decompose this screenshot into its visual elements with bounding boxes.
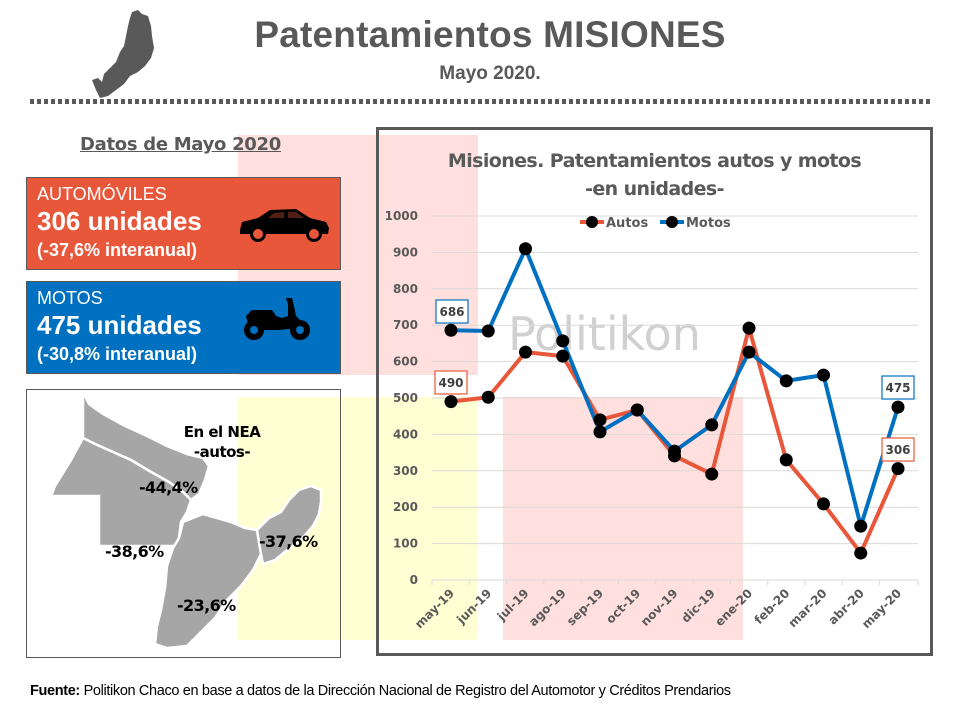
corrientes-region <box>153 512 263 650</box>
data-point-autos <box>854 546 868 560</box>
motos-label: MOTOS <box>37 288 103 308</box>
y-tick-label: 200 <box>393 500 418 514</box>
y-tick-label: 0 <box>410 573 418 587</box>
data-point-motos <box>593 425 607 439</box>
y-tick-label: 100 <box>393 537 418 551</box>
source-label: Fuente: <box>30 683 80 699</box>
data-point-autos <box>779 453 793 467</box>
y-tick-label: 300 <box>393 464 418 478</box>
x-tick-label: nov-19 <box>638 586 681 629</box>
x-tick-label: sep-19 <box>564 586 606 628</box>
data-point-autos <box>556 349 570 363</box>
y-tick-label: 800 <box>393 282 418 296</box>
data-point-motos <box>444 323 458 337</box>
autos-value: 306 unidades <box>37 206 202 236</box>
x-tick-label: oct-19 <box>603 586 643 626</box>
nea-corrientes-pct: -23,6% <box>177 596 236 615</box>
data-point-autos <box>444 395 458 409</box>
source-note: Fuente: Politikon Chaco en base a datos … <box>30 683 731 699</box>
data-label: 306 <box>885 443 910 457</box>
data-label: 686 <box>439 305 464 319</box>
autos-stat-card: AUTOMÓVILES 306 unidades (-37,6% interan… <box>26 177 341 270</box>
data-point-autos <box>705 467 719 481</box>
data-point-motos <box>891 400 905 414</box>
motos-change: (-30,8% interanual) <box>37 344 198 364</box>
misiones-region <box>255 484 323 566</box>
x-tick-label: may-19 <box>412 586 457 631</box>
data-point-motos <box>779 374 793 388</box>
background-highlight-pink-bottom <box>503 397 743 640</box>
y-tick-label: 700 <box>393 318 418 332</box>
source-text: Politikon Chaco en base a datos de la Di… <box>79 683 731 699</box>
data-label-box <box>881 375 915 400</box>
legend-label-autos: Autos <box>606 216 648 231</box>
nea-map-panel: En el NEA -autos- -44,4% -38,6% -37,6% -… <box>26 389 341 658</box>
y-tick-label: 500 <box>393 391 418 405</box>
data-label: 490 <box>438 376 463 390</box>
misiones-province-silhouette-icon <box>92 10 154 98</box>
nea-subtitle: -autos- <box>193 443 251 461</box>
motos-value: 475 unidades <box>37 310 202 340</box>
chart-title: Misiones. Patentamientos autos y motos -… <box>379 147 930 203</box>
data-label: 475 <box>885 381 910 395</box>
nea-chaco-pct: -38,6% <box>105 542 164 561</box>
data-point-autos <box>891 462 905 476</box>
legend-marker <box>586 216 598 228</box>
dotted-divider <box>30 99 932 104</box>
x-tick-label: mar-20 <box>786 586 830 630</box>
nea-regions-map <box>49 391 323 650</box>
data-label-box <box>434 370 468 395</box>
data-point-motos <box>481 324 495 338</box>
chart-title-line1: Misiones. Patentamientos autos y motos <box>447 150 862 172</box>
chart-title-line2: -en unidades- <box>585 178 724 200</box>
autos-change: (-37,6% interanual) <box>37 240 198 260</box>
datos-heading: Datos de Mayo 2020 <box>80 134 281 155</box>
data-point-motos <box>556 334 570 348</box>
series-line-motos <box>450 243 900 534</box>
x-tick-label: may-20 <box>859 586 904 631</box>
data-point-motos <box>519 242 532 256</box>
data-point-autos <box>481 390 495 404</box>
legend-label-motos: Motos <box>686 216 731 231</box>
data-point-autos <box>817 497 830 511</box>
data-label-box <box>435 299 469 324</box>
data-point-motos <box>742 345 756 359</box>
legend-marker <box>666 216 678 228</box>
data-point-motos <box>705 418 719 432</box>
data-point-autos <box>742 321 756 335</box>
nea-title: En el NEA <box>183 423 261 441</box>
y-tick-label: 900 <box>393 245 418 259</box>
autos-label: AUTOMÓVILES <box>37 184 167 204</box>
data-point-autos <box>519 345 532 359</box>
data-label-box <box>881 437 915 462</box>
chaco-region <box>49 436 193 548</box>
nea-misiones-pct: -37,6% <box>259 532 318 551</box>
motos-stat-card: MOTOS 475 unidades (-30,8% interanual) <box>26 281 341 374</box>
y-tick-label: 1000 <box>385 209 418 223</box>
x-tick-label: ago-19 <box>526 586 569 629</box>
data-point-motos <box>854 519 868 533</box>
page-subtitle: Mayo 2020. <box>439 63 541 84</box>
car-icon <box>240 209 329 242</box>
y-tick-label: 600 <box>393 355 418 369</box>
chart-plot: Politikon0100200300400500600700800900100… <box>385 209 919 631</box>
y-tick-label: 400 <box>393 427 418 441</box>
line-chart-panel: Misiones. Patentamientos autos y motos -… <box>376 127 933 656</box>
scooter-icon <box>244 298 310 340</box>
page-title: Patentamientos MISIONES <box>254 14 726 55</box>
data-point-motos <box>668 444 681 458</box>
data-point-motos <box>630 403 644 417</box>
data-point-autos <box>593 413 607 427</box>
nea-formosa-pct: -44,4% <box>139 478 198 497</box>
data-point-motos <box>817 368 830 382</box>
x-tick-label: ene-20 <box>712 586 755 629</box>
x-tick-label: jun-19 <box>453 586 494 627</box>
